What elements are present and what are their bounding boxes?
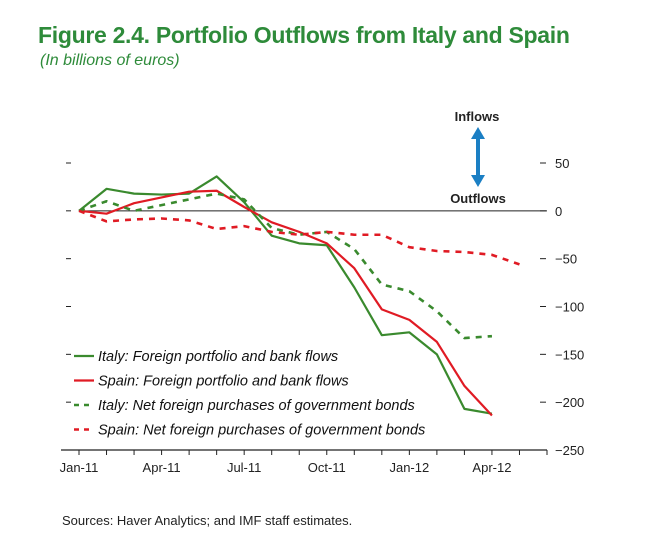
y-tick-label: −50	[555, 252, 577, 267]
legend-label-3: Italy: Net foreign purchases of governme…	[98, 398, 415, 414]
series-line-3	[78, 192, 493, 340]
series-line-2	[78, 189, 493, 417]
figure-subtitle: (In billions of euros)	[40, 52, 180, 69]
inflow-outflow-arrow-icon	[471, 127, 485, 187]
figure-title: Figure 2.4. Portfolio Outflows from Ital…	[38, 22, 570, 48]
series-line-4	[78, 209, 520, 266]
series-line-1	[78, 175, 493, 415]
inflows-label: Inflows	[455, 109, 500, 124]
x-tick-label: Jan-12	[389, 460, 429, 475]
x-tick-label: Jan-11	[60, 460, 99, 475]
y-tick-label: 50	[555, 156, 569, 171]
x-tick-label: Jul-11	[227, 460, 261, 475]
y-tick-label: −250	[555, 443, 584, 458]
legend-label-1: Italy: Foreign portfolio and bank flows	[98, 349, 338, 365]
y-tick-label: 0	[555, 204, 562, 219]
source-note: Sources: Haver Analytics; and IMF staff …	[62, 513, 353, 528]
legend-label-4: Spain: Net foreign purchases of governme…	[98, 423, 425, 439]
y-tick-label: −100	[555, 300, 584, 315]
x-tick-label: Apr-11	[143, 460, 181, 475]
legend-label-2: Spain: Foreign portfolio and bank flows	[98, 374, 349, 390]
y-tick-label: −200	[555, 395, 584, 410]
y-tick-label: −150	[555, 347, 584, 362]
x-tick-label: Apr-12	[472, 460, 511, 475]
outflows-label: Outflows	[450, 191, 506, 206]
x-tick-label: Oct-11	[308, 460, 346, 475]
